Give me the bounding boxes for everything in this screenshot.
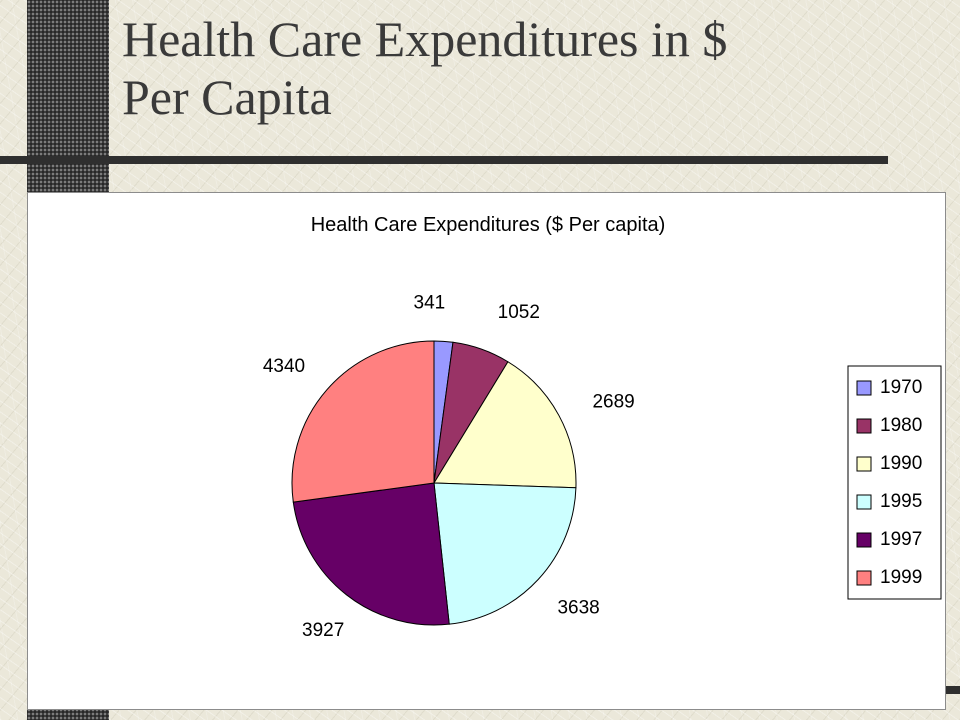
data-label-1990: 2689 (592, 391, 634, 412)
legend-swatch-1970 (856, 380, 872, 396)
pie-data-labels: 341 1052 2689 3638 3927 4340 (263, 292, 635, 641)
slide-title-line1: Health Care Expenditures in $ (122, 11, 728, 67)
legend-swatch-1980 (856, 418, 872, 434)
pie-slice-1997 (292, 482, 450, 626)
title-underline-rule (0, 156, 888, 164)
data-label-1997: 3927 (302, 620, 344, 641)
legend-swatch-1995 (856, 494, 872, 510)
data-label-1970: 341 (414, 292, 446, 313)
data-label-1999: 4340 (263, 356, 305, 377)
legend-label-1980: 1980 (880, 415, 922, 436)
chart-legend: 1970 1980 1990 1995 1997 1999 (847, 365, 942, 600)
legend-label-1999: 1999 (880, 567, 922, 588)
legend-label-1970: 1970 (880, 377, 922, 398)
data-label-1995: 3638 (557, 598, 599, 619)
pie-slices (291, 340, 577, 626)
chart-area: Health Care Expenditures ($ Per capita) … (27, 192, 946, 710)
legend-label-1995: 1995 (880, 491, 922, 512)
chart-title: Health Care Expenditures ($ Per capita) (311, 214, 666, 236)
legend-swatch-1997 (856, 532, 872, 548)
legend-label-1990: 1990 (880, 453, 922, 474)
slide-title: Health Care Expenditures in $ Per Capita (122, 10, 882, 126)
slide-title-line2: Per Capita (122, 69, 332, 125)
legend-box (847, 365, 942, 600)
data-label-1980: 1052 (498, 302, 540, 323)
pie-slice-1995 (433, 482, 577, 625)
pie-slice-1990 (433, 361, 577, 489)
pie-slice-1999 (291, 340, 435, 503)
legend-label-1997: 1997 (880, 529, 922, 550)
legend-swatch-1999 (856, 570, 872, 586)
legend-swatch-1990 (856, 456, 872, 472)
pie-chart: Health Care Expenditures ($ Per capita) … (263, 214, 942, 641)
